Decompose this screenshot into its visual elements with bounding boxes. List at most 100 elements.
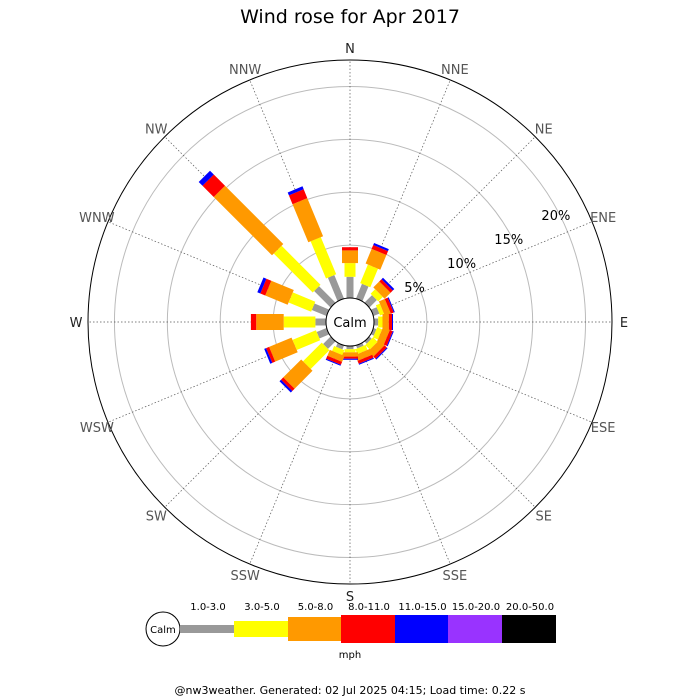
bar-segment: [213, 185, 284, 256]
bar-segment: [364, 295, 377, 308]
bar-segment: [336, 342, 344, 350]
bar-segment: [357, 354, 374, 364]
radial-tick-label: 5%: [404, 281, 425, 296]
calm-layer: Calm: [325, 297, 375, 347]
bar-segment: [370, 289, 383, 302]
legend-swatch: [448, 615, 502, 643]
legend-bin-label: 8.0-11.0: [348, 602, 390, 613]
bar-segment: [281, 377, 295, 391]
bar-segment: [364, 336, 372, 344]
direction-label: SW: [146, 510, 167, 525]
spoke: [249, 321, 351, 565]
legend-bin-label: 11.0-15.0: [398, 602, 446, 613]
direction-label: E: [620, 316, 628, 331]
bar-segment: [283, 316, 316, 328]
spoke: [107, 221, 351, 323]
bar-segment: [198, 170, 214, 186]
spoke: [349, 221, 593, 323]
direction-label: W: [70, 316, 83, 331]
outer-ring: [87, 59, 613, 585]
radial-tick-label: 10%: [447, 257, 476, 272]
legend-swatch: [502, 615, 556, 643]
bar-segment: [342, 356, 358, 359]
spoke: [107, 321, 351, 423]
bar-segment: [325, 358, 341, 366]
spoke: [349, 321, 536, 508]
bar-segment: [273, 245, 321, 293]
direction-label: ENE: [590, 211, 616, 226]
footer-text: @nw3weather. Generated: 02 Jul 2025 04:1…: [174, 684, 526, 697]
bar-segment: [346, 276, 354, 298]
bar-segment: [368, 340, 385, 357]
legend-swatch: [395, 615, 448, 643]
legend-calm-label: Calm: [150, 625, 176, 636]
direction-label: NNW: [229, 63, 261, 78]
legend-swatch: [180, 625, 234, 633]
legend-swatch: [288, 617, 341, 641]
direction-label: NW: [145, 122, 168, 137]
bar-segment: [260, 278, 272, 296]
labels-layer: N NNE NE ENE E ESE SE SSE S SSW SW WSW W WNW NW NNW 5% 10…: [70, 42, 629, 605]
legend-unit-label: mph: [339, 650, 361, 661]
bar-segment: [346, 346, 354, 350]
bar-segment: [266, 346, 276, 363]
bar-segment: [344, 263, 356, 277]
direction-label: SSE: [442, 569, 467, 584]
bar-segment: [342, 358, 358, 360]
bar-segment: [288, 189, 308, 205]
bar-segment: [327, 275, 344, 302]
bar-segment: [373, 345, 387, 359]
bar-segment: [382, 314, 389, 330]
bar-segment: [342, 352, 358, 357]
chart-title: Wind rose for Apr 2017: [240, 6, 460, 28]
bar-segment: [386, 331, 394, 347]
direction-label: WNW: [79, 211, 115, 226]
bar-segment: [384, 297, 394, 314]
bar-segment: [311, 303, 330, 316]
legend-bin-label: 20.0-50.0: [506, 602, 554, 613]
legend-swatch: [234, 621, 288, 637]
legend-bin-label: 1.0-3.0: [190, 602, 225, 613]
bar-segment: [356, 342, 364, 349]
bar-segment: [292, 330, 321, 350]
bar-segment: [365, 337, 378, 350]
spoke: [349, 321, 593, 423]
bar-segment: [287, 186, 304, 196]
bar-segment: [376, 327, 390, 345]
direction-label: WSW: [80, 421, 114, 436]
bar-segment: [327, 349, 345, 362]
bar-segment: [373, 243, 389, 252]
legend: Calm 1.0-3.0 3.0-5.0 5.0-8.0 8.0-11.0 11.0-15…: [145, 602, 556, 661]
bar-segment: [355, 348, 373, 361]
bar-segment: [288, 292, 316, 312]
bar-segment: [371, 245, 388, 255]
bar-segment: [381, 277, 395, 291]
direction-label: NE: [535, 122, 553, 137]
bar-segment: [388, 314, 392, 330]
bar-segment: [279, 379, 293, 393]
bar-segment: [392, 314, 393, 330]
bar-segment: [257, 277, 267, 294]
bar-segment: [342, 250, 358, 264]
bar-segment: [310, 237, 337, 279]
direction-label: SSW: [230, 569, 260, 584]
bar-segment: [356, 283, 369, 302]
bar-segment: [269, 337, 298, 362]
legend-bin-label: 15.0-20.0: [452, 602, 500, 613]
bar-segment: [342, 247, 358, 251]
bar-segment: [383, 329, 393, 346]
bar-segment: [315, 318, 326, 326]
bar-segment: [314, 286, 336, 308]
bar-segment: [379, 279, 393, 293]
bar-segment: [365, 248, 387, 270]
radial-tick-label: 20%: [541, 209, 570, 224]
bar-segment: [332, 346, 345, 356]
bar-segment: [250, 314, 257, 330]
bar-segment: [292, 198, 324, 243]
grid-layer: [87, 59, 613, 585]
bar-segment: [256, 314, 284, 330]
bar-segment: [344, 349, 356, 353]
bar-segment: [387, 297, 395, 313]
bar-segment: [264, 348, 273, 364]
